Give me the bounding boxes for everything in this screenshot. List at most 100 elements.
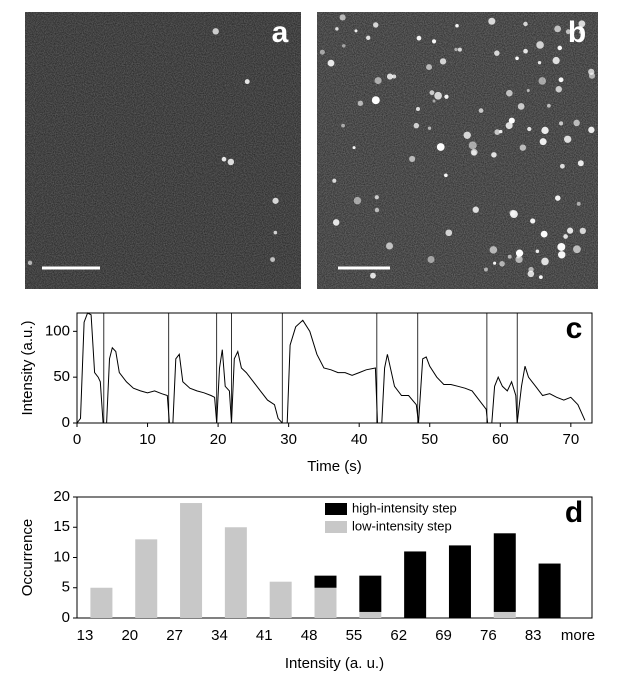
bin-label: 20 [121, 627, 138, 644]
bar [224, 527, 247, 618]
spot [559, 163, 565, 169]
bar [493, 611, 516, 618]
spot [335, 27, 339, 31]
spot [540, 230, 548, 238]
spot [564, 135, 572, 143]
spot [515, 249, 524, 257]
legend-label: low-intensity step [352, 518, 452, 533]
spot [523, 48, 528, 54]
bin-label: 76 [480, 627, 497, 644]
spot [470, 148, 478, 156]
spot [508, 117, 515, 124]
spot [530, 218, 536, 224]
bar [314, 575, 337, 588]
spot [227, 158, 235, 166]
spot [341, 123, 345, 128]
spot [576, 201, 581, 206]
spot [588, 126, 595, 134]
spot [526, 89, 530, 93]
y-tick-label: 50 [53, 368, 70, 385]
spot [527, 270, 535, 278]
spot [454, 47, 458, 52]
spot [554, 25, 562, 33]
spot [588, 68, 595, 75]
spot [409, 155, 416, 162]
x-tick-label: 40 [351, 431, 368, 448]
y-tick-label: 10 [53, 548, 70, 565]
spot [212, 28, 219, 35]
spot [546, 103, 551, 108]
spot [370, 272, 376, 279]
spot [436, 143, 445, 151]
x-axis-label: Time (s) [307, 458, 361, 475]
spot [515, 255, 523, 264]
bar [359, 575, 382, 612]
bin-label: 13 [77, 627, 94, 644]
spot [385, 242, 394, 250]
bin-label: 41 [256, 627, 273, 644]
panel-label: c [566, 312, 583, 345]
spot [536, 41, 544, 49]
y-tick-label: 15 [53, 518, 70, 535]
spot [332, 219, 340, 226]
spot [415, 107, 420, 112]
spot [537, 61, 542, 65]
bin-label: 62 [390, 627, 407, 644]
spot [468, 141, 477, 150]
spot [444, 173, 448, 178]
spot [327, 59, 335, 67]
spot [434, 91, 442, 100]
spot [431, 39, 437, 44]
legend-swatch [325, 503, 347, 515]
bin-label: 83 [525, 627, 542, 644]
spot [573, 119, 580, 127]
spot [483, 267, 488, 272]
spot [517, 103, 525, 110]
spot [573, 245, 581, 254]
plot-frame [76, 312, 593, 424]
bar [359, 611, 382, 618]
bin-label: 27 [166, 627, 183, 644]
spot [507, 254, 512, 259]
spot [426, 64, 433, 71]
bar [404, 551, 427, 618]
spot [506, 89, 513, 97]
x-tick-label: 30 [280, 431, 297, 448]
spot [519, 144, 527, 151]
spot [386, 73, 394, 80]
spot [558, 121, 564, 126]
bin-label: more [561, 627, 595, 644]
spot [332, 178, 337, 183]
x-tick-label: 50 [421, 431, 438, 448]
x-tick-label: 10 [139, 431, 156, 448]
spot [499, 261, 505, 267]
spot [445, 229, 453, 237]
spot [579, 227, 586, 235]
y-tick-label: 0 [62, 609, 70, 626]
spot [373, 22, 379, 28]
spot [541, 126, 549, 135]
spot [557, 243, 566, 251]
spot [563, 234, 568, 239]
bar [180, 503, 203, 618]
bar [135, 539, 158, 618]
bar [314, 587, 337, 618]
spot [366, 35, 371, 41]
spot [427, 255, 435, 263]
spot [342, 44, 346, 48]
spot [555, 195, 561, 201]
y-tick-label: 20 [53, 488, 70, 505]
spot [472, 206, 479, 213]
spot [577, 160, 584, 167]
spot [357, 100, 364, 106]
spot [489, 246, 498, 254]
bin-label: 69 [435, 627, 452, 644]
spot [527, 126, 532, 132]
spot [535, 249, 540, 254]
spot [439, 58, 447, 65]
x-tick-label: 20 [210, 431, 227, 448]
bar [448, 545, 471, 618]
spot [539, 138, 547, 146]
spot [493, 261, 497, 265]
x-tick-label: 70 [562, 431, 579, 448]
